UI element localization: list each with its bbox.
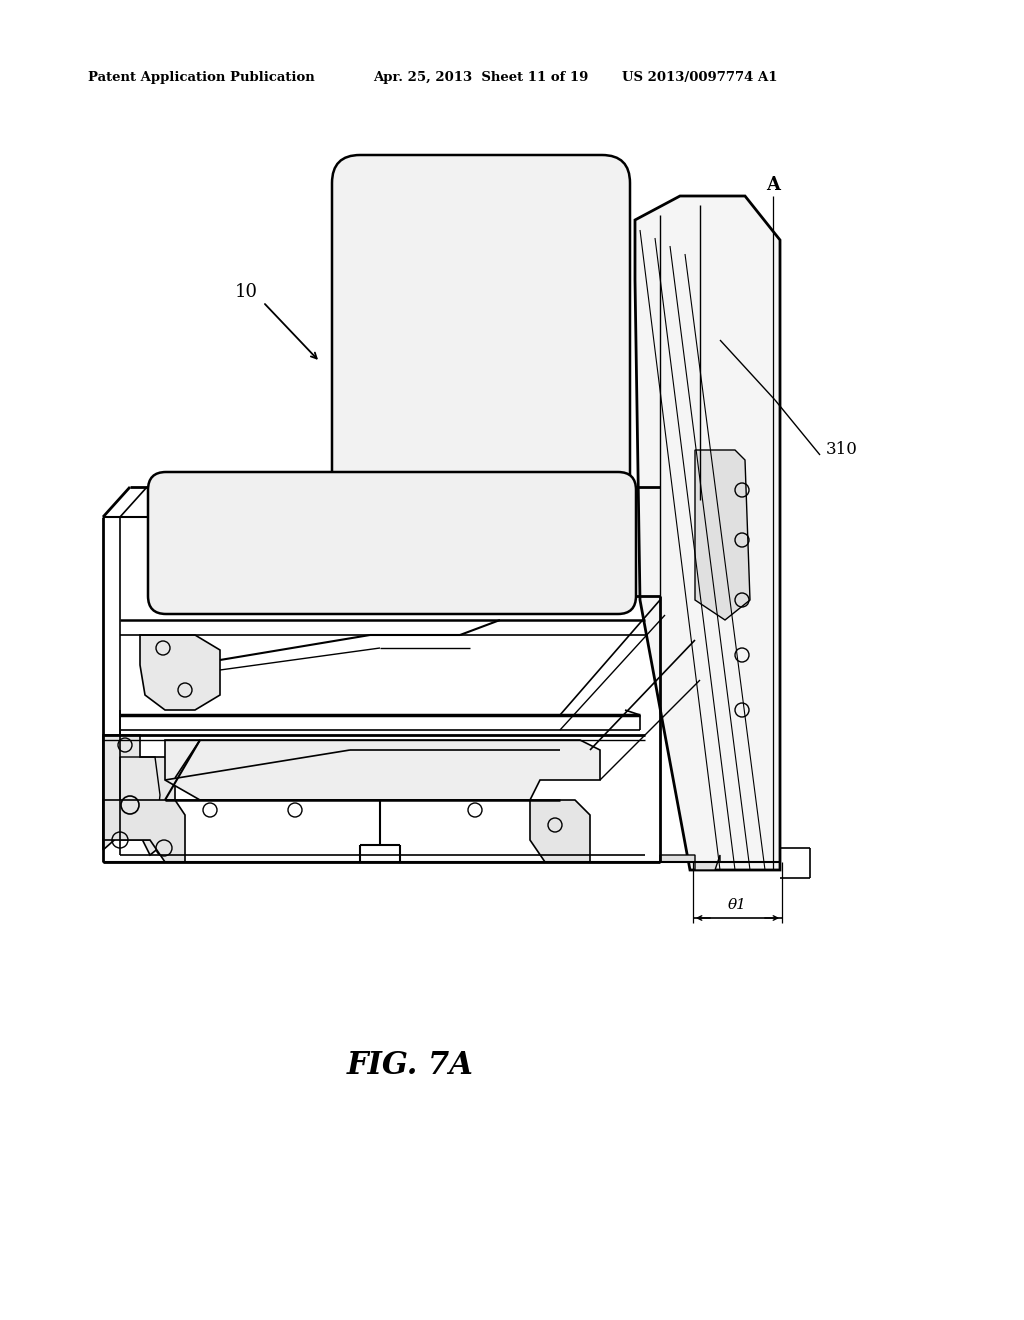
Polygon shape — [635, 195, 780, 870]
Text: Apr. 25, 2013  Sheet 11 of 19: Apr. 25, 2013 Sheet 11 of 19 — [373, 71, 589, 84]
FancyBboxPatch shape — [332, 154, 630, 525]
Polygon shape — [140, 635, 220, 710]
Text: θ1: θ1 — [728, 898, 746, 912]
Polygon shape — [165, 741, 600, 800]
Polygon shape — [103, 800, 185, 862]
Text: A: A — [766, 176, 780, 194]
Text: 310: 310 — [826, 441, 858, 458]
Text: US 2013/0097774 A1: US 2013/0097774 A1 — [622, 71, 777, 84]
Polygon shape — [695, 450, 750, 620]
Polygon shape — [660, 855, 720, 870]
Text: Patent Application Publication: Patent Application Publication — [88, 71, 314, 84]
Text: 10: 10 — [234, 282, 258, 301]
Polygon shape — [103, 735, 175, 855]
Polygon shape — [530, 800, 590, 862]
FancyBboxPatch shape — [148, 473, 636, 614]
Text: FIG. 7A: FIG. 7A — [346, 1049, 473, 1081]
